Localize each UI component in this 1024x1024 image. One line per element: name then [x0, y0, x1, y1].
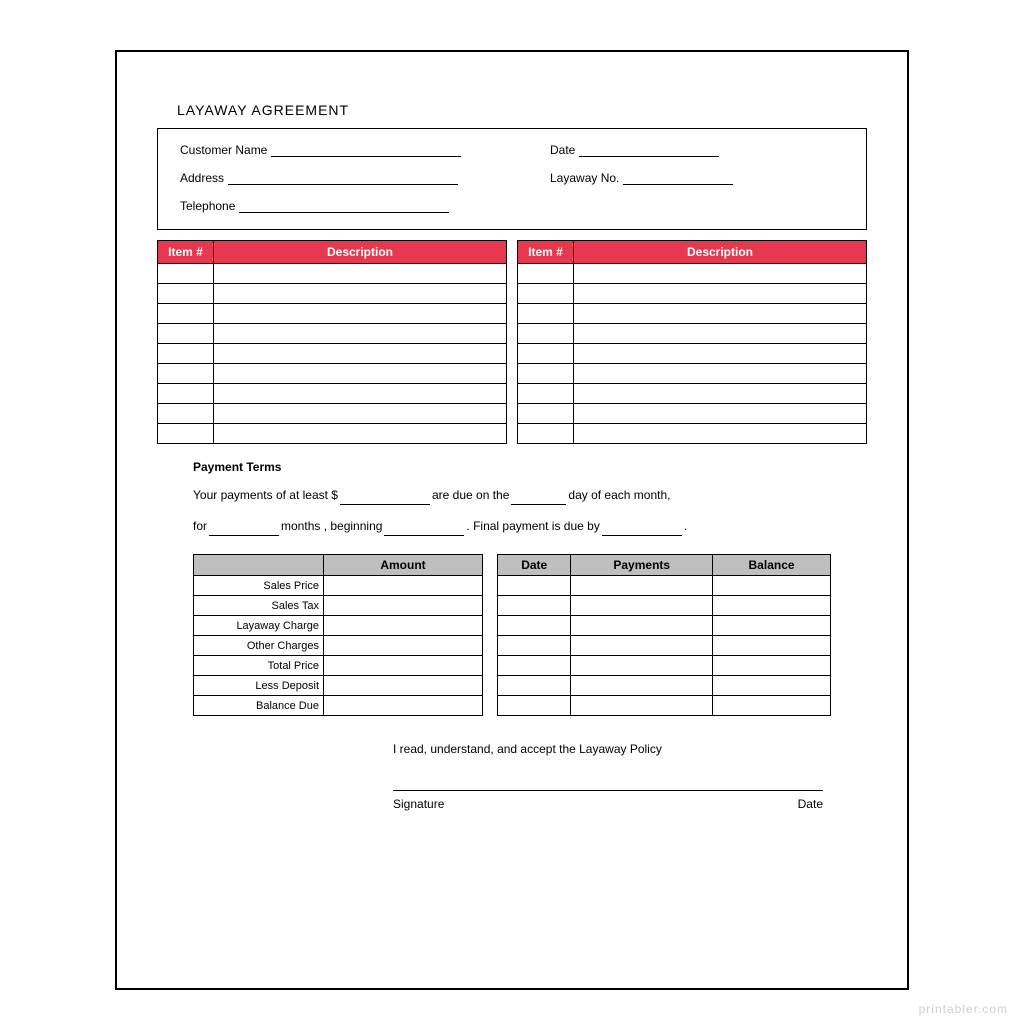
- col-header-item: Item #: [158, 241, 214, 264]
- signature-labels: Signature Date: [393, 797, 823, 811]
- text: .: [684, 517, 687, 536]
- table-row[interactable]: Sales Price: [194, 576, 483, 596]
- table-row[interactable]: [498, 596, 831, 616]
- table-row[interactable]: [158, 264, 507, 284]
- amount-row-label: Sales Tax: [194, 596, 324, 616]
- table-row[interactable]: Other Charges: [194, 636, 483, 656]
- col-header-item: Item #: [518, 241, 574, 264]
- date-field[interactable]: Date: [550, 143, 844, 157]
- blank-final[interactable]: [602, 524, 682, 536]
- table-row[interactable]: [158, 364, 507, 384]
- field-label: Customer Name: [180, 143, 267, 157]
- watermark: printabler.com: [919, 1002, 1008, 1016]
- item-table-left: Item # Description: [157, 240, 507, 444]
- table-row[interactable]: [518, 424, 867, 444]
- table-row[interactable]: [158, 384, 507, 404]
- table-row[interactable]: [518, 264, 867, 284]
- customer-info-box: Customer Name Date Address Layaway No. T…: [157, 128, 867, 230]
- table-row[interactable]: [158, 404, 507, 424]
- col-header-desc: Description: [574, 241, 867, 264]
- table-row[interactable]: [498, 576, 831, 596]
- summary-tables: Amount Sales PriceSales TaxLayaway Charg…: [193, 554, 831, 716]
- address-field[interactable]: Address: [180, 171, 550, 185]
- payment-line-1: Your payments of at least $ are due on t…: [193, 486, 831, 505]
- form-title: LAYAWAY AGREEMENT: [177, 102, 867, 118]
- amount-row-label: Other Charges: [194, 636, 324, 656]
- table-row[interactable]: Sales Tax: [194, 596, 483, 616]
- amount-row-label: Balance Due: [194, 696, 324, 716]
- customer-name-field[interactable]: Customer Name: [180, 143, 550, 157]
- table-row[interactable]: [518, 304, 867, 324]
- text: day of each month,: [568, 486, 670, 505]
- info-row: Address Layaway No.: [180, 171, 844, 185]
- amount-row-label: Sales Price: [194, 576, 324, 596]
- text: for: [193, 517, 207, 536]
- field-label: Date: [550, 143, 575, 157]
- amount-row-label: Less Deposit: [194, 676, 324, 696]
- table-row[interactable]: [498, 616, 831, 636]
- sig-date-label: Date: [798, 797, 823, 811]
- field-label: Layaway No.: [550, 171, 619, 185]
- text: Your payments of at least $: [193, 486, 338, 505]
- blank-line: [239, 201, 449, 213]
- field-label: Address: [180, 171, 224, 185]
- table-row[interactable]: [498, 696, 831, 716]
- amount-table: Amount Sales PriceSales TaxLayaway Charg…: [193, 554, 483, 716]
- item-table-right: Item # Description: [517, 240, 867, 444]
- empty-header: [194, 555, 324, 576]
- blank-line: [579, 145, 719, 157]
- table-row[interactable]: [498, 636, 831, 656]
- text: are due on the: [432, 486, 509, 505]
- ledger-table: Date Payments Balance: [497, 554, 831, 716]
- amount-row-label: Layaway Charge: [194, 616, 324, 636]
- items-tables: Item # Description Item # Description: [157, 240, 867, 444]
- table-row[interactable]: [498, 676, 831, 696]
- info-row: Telephone: [180, 199, 844, 213]
- col-header-desc: Description: [214, 241, 507, 264]
- table-row[interactable]: [158, 304, 507, 324]
- blank-line: [271, 145, 461, 157]
- payments-header: Payments: [571, 555, 713, 576]
- table-row[interactable]: Total Price: [194, 656, 483, 676]
- table-row[interactable]: [158, 284, 507, 304]
- table-row[interactable]: [518, 364, 867, 384]
- table-row[interactable]: [518, 404, 867, 424]
- signature-area: Signature Date: [393, 790, 831, 811]
- telephone-field[interactable]: Telephone: [180, 199, 550, 213]
- table-row[interactable]: [518, 344, 867, 364]
- text: months , beginning: [281, 517, 382, 536]
- form-page: LAYAWAY AGREEMENT Customer Name Date Add…: [115, 50, 909, 990]
- table-row[interactable]: [498, 656, 831, 676]
- signature-line[interactable]: [393, 790, 823, 791]
- payment-terms-title: Payment Terms: [193, 460, 831, 474]
- accept-text: I read, understand, and accept the Layaw…: [393, 742, 831, 756]
- field-label: Telephone: [180, 199, 235, 213]
- payment-terms-section: Payment Terms Your payments of at least …: [157, 460, 867, 811]
- table-row[interactable]: [158, 324, 507, 344]
- balance-header: Balance: [713, 555, 831, 576]
- blank-amount[interactable]: [340, 493, 430, 505]
- table-row[interactable]: [518, 284, 867, 304]
- info-row: Customer Name Date: [180, 143, 844, 157]
- blank-line: [228, 173, 458, 185]
- blank-months[interactable]: [209, 524, 279, 536]
- amount-row-label: Total Price: [194, 656, 324, 676]
- signature-label: Signature: [393, 797, 798, 811]
- date-header: Date: [498, 555, 571, 576]
- layaway-no-field[interactable]: Layaway No.: [550, 171, 844, 185]
- amount-header: Amount: [324, 555, 483, 576]
- table-row[interactable]: Less Deposit: [194, 676, 483, 696]
- payment-line-2: for months , beginning . Final payment i…: [193, 517, 831, 536]
- text: . Final payment is due by: [466, 517, 599, 536]
- blank-line: [623, 173, 733, 185]
- table-row[interactable]: [158, 344, 507, 364]
- table-row[interactable]: [158, 424, 507, 444]
- blank-day[interactable]: [511, 493, 566, 505]
- table-row[interactable]: [518, 384, 867, 404]
- table-row[interactable]: [518, 324, 867, 344]
- table-row[interactable]: Layaway Charge: [194, 616, 483, 636]
- blank-begin[interactable]: [384, 524, 464, 536]
- table-row[interactable]: Balance Due: [194, 696, 483, 716]
